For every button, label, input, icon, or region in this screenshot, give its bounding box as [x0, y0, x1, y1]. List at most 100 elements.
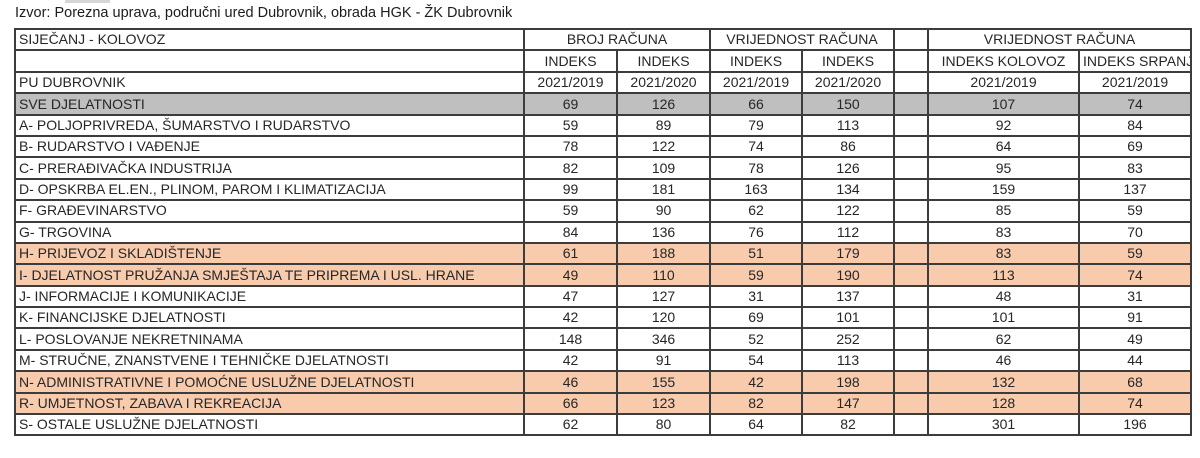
- value-cell: 109: [615, 156, 712, 180]
- activity-label: R- UMJETNOST, ZABAVA I REKREACIJA: [14, 391, 525, 416]
- value-cell: 95: [927, 156, 1081, 180]
- activity-label: L- POSLOVANJE NEKRETNINAMA: [14, 327, 525, 351]
- value-cell: 47: [523, 284, 618, 309]
- value-cell: 42: [523, 348, 618, 373]
- spacer-cell: [893, 156, 930, 180]
- value-cell: 74: [709, 134, 804, 159]
- value-cell: 69: [709, 306, 804, 330]
- value-cell: 74: [1078, 391, 1193, 416]
- value-cell: 127: [615, 284, 712, 309]
- period-header-row: PU DUBROVNIK 2021/2019 2021/2020 2021/20…: [14, 70, 1193, 95]
- activity-label: C- PRERAĐIVAČKA INDUSTRIJA: [14, 156, 525, 180]
- value-cell: 123: [615, 391, 712, 416]
- value-cell: 91: [615, 348, 712, 373]
- value-cell: 78: [523, 134, 618, 159]
- col-header-indeks-srpanj: INDEKS SRPANJ: [1078, 49, 1193, 73]
- value-cell: 52: [709, 327, 804, 351]
- value-cell: 82: [801, 413, 896, 437]
- activity-label: D- OPSKRBA EL.EN., PLINOM, PAROM I KLIMA…: [14, 177, 525, 202]
- value-cell: 66: [709, 92, 804, 116]
- value-cell: 188: [615, 241, 712, 266]
- row-d: D- OPSKRBA EL.EN., PLINOM, PAROM I KLIMA…: [14, 177, 1193, 202]
- empty-cell: [14, 49, 525, 73]
- value-cell: 64: [927, 134, 1081, 159]
- activity-label: S- OSTALE USLUŽNE DJELATNOSTI: [14, 413, 525, 437]
- value-cell: 83: [927, 220, 1081, 244]
- value-cell: 59: [523, 113, 618, 137]
- value-cell: 69: [523, 92, 618, 116]
- report-page: Izvor: Porezna uprava, područni ured Dub…: [14, 0, 1193, 437]
- row-r: R- UMJETNOST, ZABAVA I REKREACIJA 66 123…: [14, 391, 1193, 416]
- row-k: K- FINANCIJSKE DJELATNOSTI 42 120 69 101…: [14, 306, 1193, 330]
- group-vrijednost-racuna-2: VRIJEDNOST RAČUNA: [927, 27, 1193, 52]
- col-header-indeks-kolovoz: INDEKS KOLOVOZ: [927, 49, 1081, 73]
- spacer-cell: [893, 370, 930, 394]
- spacer-cell: [893, 220, 930, 244]
- value-cell: 301: [927, 413, 1081, 437]
- period-label-cell: SIJEČANJ - KOLOVOZ: [14, 27, 525, 52]
- spacer-cell: [893, 70, 930, 95]
- value-cell: 101: [927, 306, 1081, 330]
- value-cell: 42: [523, 306, 618, 330]
- col-period: 2021/2019: [523, 70, 618, 95]
- spacer-cell: [893, 177, 930, 202]
- activity-label: M- STRUČNE, ZNANSTVENE I TEHNIČKE DJELAT…: [14, 348, 525, 373]
- value-cell: 62: [709, 199, 804, 223]
- value-cell: 147: [801, 391, 896, 416]
- value-cell: 113: [801, 113, 896, 137]
- value-cell: 86: [801, 134, 896, 159]
- row-g: G- TRGOVINA 84 136 76 112 83 70: [14, 220, 1193, 244]
- activity-label: H- PRIJEVOZ I SKLADIŠTENJE: [14, 241, 525, 266]
- value-cell: 59: [523, 199, 618, 223]
- col-period: 2021/2020: [801, 70, 896, 95]
- value-cell: 190: [801, 263, 896, 287]
- value-cell: 31: [709, 284, 804, 309]
- row-l: L- POSLOVANJE NEKRETNINAMA 148 346 52 25…: [14, 327, 1193, 351]
- value-cell: 346: [615, 327, 712, 351]
- value-cell: 112: [801, 220, 896, 244]
- value-cell: 196: [1078, 413, 1193, 437]
- spacer-cell: [893, 284, 930, 309]
- value-cell: 51: [709, 241, 804, 266]
- col-header-indeks: INDEKS: [523, 49, 618, 73]
- value-cell: 62: [523, 413, 618, 437]
- spacer-cell: [893, 27, 930, 52]
- value-cell: 68: [1078, 370, 1193, 394]
- spacer-cell: [893, 348, 930, 373]
- spacer-cell: [893, 306, 930, 330]
- value-cell: 79: [709, 113, 804, 137]
- value-cell: 61: [523, 241, 618, 266]
- value-cell: 82: [709, 391, 804, 416]
- activity-label: A- POLJOPRIVREDA, ŠUMARSTVO I RUDARSTVO: [14, 113, 525, 137]
- value-cell: 74: [1078, 92, 1193, 116]
- spacer-cell: [893, 113, 930, 137]
- value-cell: 31: [1078, 284, 1193, 309]
- value-cell: 132: [927, 370, 1081, 394]
- value-cell: 159: [927, 177, 1081, 202]
- value-cell: 179: [801, 241, 896, 266]
- activity-label: J- INFORMACIJE I KOMUNIKACIJE: [14, 284, 525, 309]
- value-cell: 126: [801, 156, 896, 180]
- value-cell: 62: [927, 327, 1081, 351]
- group-vrijednost-racuna-1: VRIJEDNOST RAČUNA: [709, 27, 896, 52]
- activity-label: N- ADMINISTRATIVNE I POMOĆNE USLUŽNE DJE…: [14, 370, 525, 394]
- activity-label: F- GRAĐEVINARSTVO: [14, 199, 525, 223]
- spacer-cell: [893, 327, 930, 351]
- group-header-row: SIJEČANJ - KOLOVOZ BROJ RAČUNA VRIJEDNOS…: [14, 27, 1193, 52]
- spacer-cell: [893, 413, 930, 437]
- row-a: A- POLJOPRIVREDA, ŠUMARSTVO I RUDARSTVO …: [14, 113, 1193, 137]
- col-period-highlight: 2021/2019: [709, 70, 804, 95]
- value-cell: 148: [523, 327, 618, 351]
- value-cell: 110: [615, 263, 712, 287]
- spacer-cell: [893, 263, 930, 287]
- value-cell: 48: [927, 284, 1081, 309]
- spacer-cell: [893, 92, 930, 116]
- value-cell: 128: [927, 391, 1081, 416]
- row-f: F- GRAĐEVINARSTVO 59 90 62 122 85 59: [14, 199, 1193, 223]
- value-cell: 74: [1078, 263, 1193, 287]
- value-cell: 99: [523, 177, 618, 202]
- value-cell: 90: [615, 199, 712, 223]
- row-n: N- ADMINISTRATIVNE I POMOĆNE USLUŽNE DJE…: [14, 370, 1193, 394]
- group-broj-racuna: BROJ RAČUNA: [522, 27, 712, 52]
- activity-label: B- RUDARSTVO I VAĐENJE: [14, 134, 525, 159]
